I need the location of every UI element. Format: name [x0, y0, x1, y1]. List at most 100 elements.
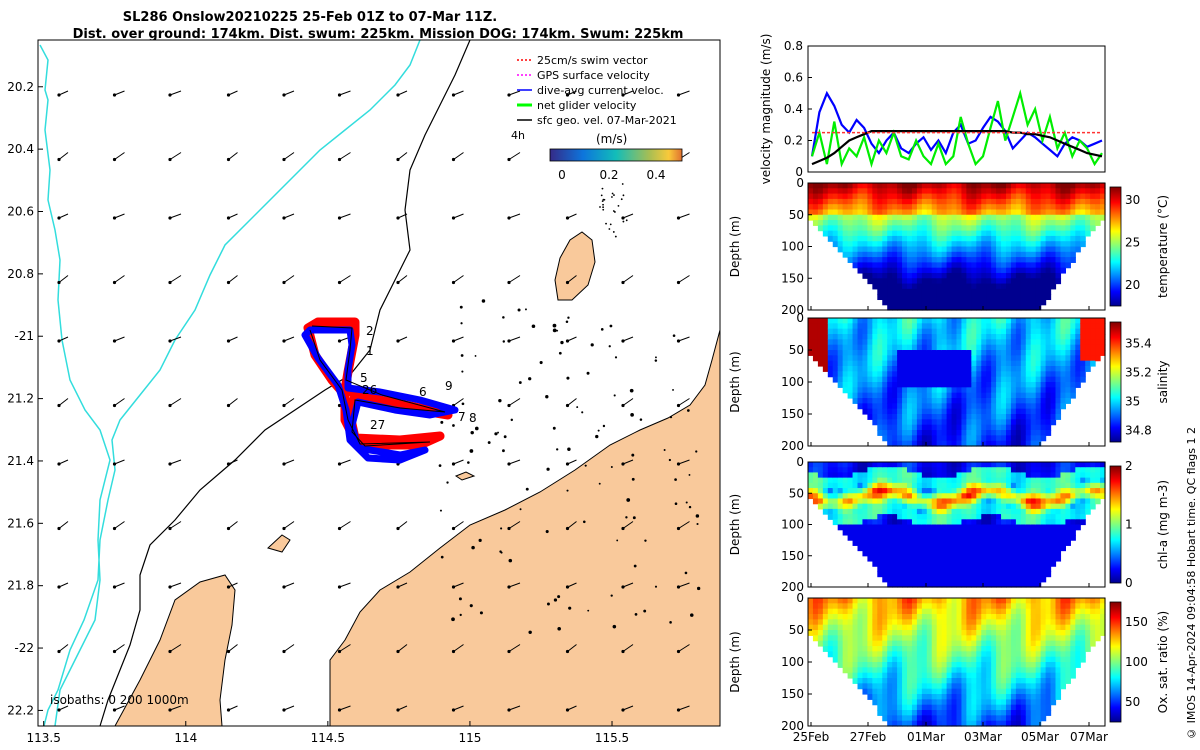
- section-cell: [862, 662, 868, 668]
- section-cell: [857, 519, 864, 526]
- section-cell: [862, 667, 868, 674]
- section-cell: [926, 235, 933, 242]
- velocity-arrow-head: [112, 216, 117, 220]
- section-cell: [882, 540, 888, 546]
- section-cell: [808, 339, 814, 346]
- section-cell: [911, 435, 918, 442]
- section-cell: [1055, 225, 1062, 232]
- velocity-arrow-head: [282, 462, 286, 466]
- section-cell: [971, 493, 977, 500]
- section-cell: [921, 288, 928, 295]
- section-cell: [1100, 488, 1106, 494]
- section-cell: [986, 360, 992, 367]
- reef-dot: [602, 424, 606, 428]
- section-cell: [996, 529, 1002, 536]
- legend-entry: dive-avg current veloc.: [537, 84, 664, 97]
- section-cell: [882, 392, 888, 399]
- velocity-arrow: [508, 213, 521, 219]
- section-cell: [1001, 624, 1007, 631]
- section-cell: [892, 678, 898, 684]
- section-cell: [921, 246, 928, 253]
- section-cell: [956, 720, 963, 727]
- section-cell: [1001, 262, 1007, 269]
- section-cell: [817, 598, 824, 604]
- section-cell: [1060, 392, 1066, 399]
- section-cell: [911, 424, 918, 431]
- section-cell: [1006, 614, 1012, 620]
- section-cell: [867, 694, 873, 700]
- section-cell: [961, 624, 967, 631]
- section-cell: [882, 608, 888, 615]
- section-cell: [902, 688, 908, 695]
- section-cell: [996, 334, 1002, 340]
- section-cell: [1065, 323, 1071, 330]
- section-cell: [907, 603, 913, 610]
- section-cell: [877, 545, 883, 552]
- section-cell: [897, 288, 903, 295]
- section-cell: [976, 230, 982, 237]
- section-cell: [1050, 555, 1057, 562]
- section-cell: [817, 225, 824, 232]
- section-cell: [1095, 188, 1101, 195]
- colorbar-tick-label: 34.8: [1125, 423, 1152, 437]
- section-cell: [916, 214, 923, 221]
- section-cell: [882, 550, 888, 557]
- section-cell: [1025, 545, 1032, 552]
- section-cell: [941, 414, 948, 420]
- section-cell: [986, 519, 992, 526]
- section-cell: [1035, 581, 1042, 588]
- section-cell: [1035, 430, 1042, 436]
- section-cell: [926, 524, 933, 531]
- section-cell: [931, 493, 938, 500]
- track-label: 8: [469, 411, 477, 425]
- section-cell: [1080, 488, 1086, 494]
- section-cell: [847, 534, 854, 541]
- section-cell: [956, 598, 963, 604]
- section-cell: [931, 209, 938, 216]
- section-cell: [1006, 635, 1012, 642]
- section-cell: [1065, 257, 1071, 263]
- reef-dot: [663, 449, 666, 452]
- section-cell: [966, 598, 972, 604]
- section-cell: [971, 440, 977, 447]
- section-cell: [857, 472, 864, 479]
- section-cell: [1010, 566, 1017, 572]
- reef-dot: [597, 429, 600, 432]
- section-cell: [877, 672, 883, 679]
- section-cell: [1010, 440, 1017, 447]
- section-cell: [1025, 534, 1032, 541]
- section-cell: [931, 467, 938, 474]
- section-cell: [931, 555, 938, 562]
- section-cell: [996, 614, 1002, 620]
- section-cell: [976, 299, 982, 306]
- section-cell: [1035, 366, 1042, 372]
- section-cell: [956, 262, 963, 269]
- velocity-arrow: [567, 336, 577, 342]
- section-cell: [1015, 571, 1022, 578]
- section-cell: [1045, 529, 1052, 536]
- section-cell: [907, 529, 913, 536]
- section-cell: [1015, 419, 1022, 426]
- section-cell: [872, 488, 878, 494]
- section-cell: [882, 482, 888, 489]
- section-cell: [961, 699, 967, 706]
- section-cell: [1055, 540, 1062, 546]
- section-cell: [911, 608, 918, 615]
- section-cell: [1015, 366, 1022, 372]
- section-cell: [877, 667, 883, 674]
- section-cell: [1050, 382, 1057, 388]
- section-cell: [971, 403, 977, 410]
- section-cell: [822, 318, 829, 324]
- legend-extra-label: 4h: [511, 129, 525, 142]
- section-cell: [1015, 467, 1022, 474]
- section-cell: [956, 619, 963, 626]
- section-cell: [1001, 204, 1007, 211]
- section-cell: [941, 193, 948, 200]
- section-cell: [1020, 667, 1027, 674]
- section-cell: [941, 188, 948, 195]
- section-cell: [911, 477, 918, 484]
- section-cell: [877, 508, 883, 515]
- section-cell: [812, 328, 819, 335]
- section-cell: [902, 230, 908, 237]
- section-cell: [961, 630, 967, 636]
